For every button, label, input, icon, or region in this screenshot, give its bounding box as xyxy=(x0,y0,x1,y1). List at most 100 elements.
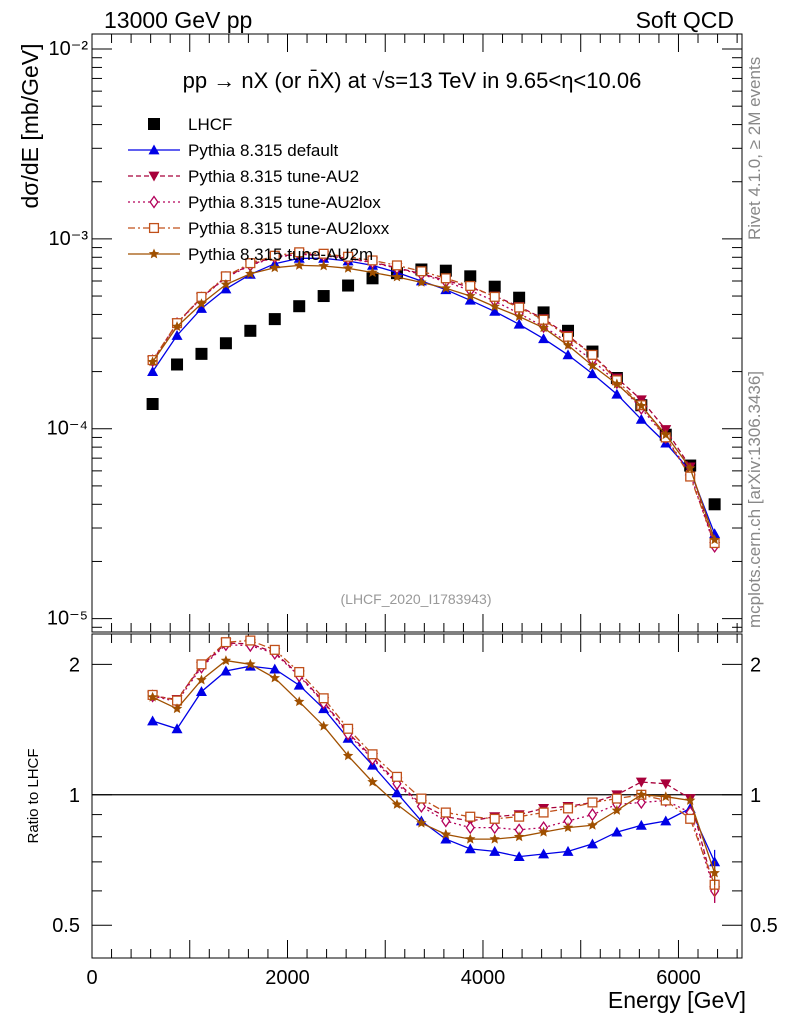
mc-point xyxy=(611,388,623,399)
ratio-series-0 xyxy=(147,660,721,874)
mc-point xyxy=(147,356,158,367)
mc-point xyxy=(147,366,159,376)
ratio-point xyxy=(465,811,476,822)
legend-entry-0: LHCF xyxy=(148,115,232,134)
lhcf-data-point xyxy=(195,347,208,360)
mc-point xyxy=(440,282,452,293)
ratio-point xyxy=(489,845,501,856)
ratio-point xyxy=(513,831,525,842)
lhcf-data-point xyxy=(293,300,306,313)
analysis-watermark: (LHCF_2020_I1783943) xyxy=(341,591,492,607)
ratio-series-4 xyxy=(147,655,720,885)
ratio-point xyxy=(635,819,647,830)
legend-label: Pythia 8.315 tune-AU2m xyxy=(188,245,373,264)
mc-point xyxy=(318,260,329,271)
mc-point xyxy=(367,267,378,277)
mc-point xyxy=(586,368,598,379)
mc-point xyxy=(562,349,574,360)
mc-point xyxy=(245,258,256,269)
ratio-point xyxy=(416,799,427,814)
ratio-point xyxy=(294,696,305,707)
mc-point xyxy=(489,291,500,302)
ratio-point xyxy=(391,798,403,809)
ratio-curve xyxy=(152,644,716,892)
ratio-point xyxy=(538,826,549,837)
ratio-point xyxy=(220,637,231,648)
main-y-tick-label: 10⁻³ xyxy=(49,228,89,250)
ratio-point xyxy=(587,819,598,830)
mc-point xyxy=(660,429,671,440)
ratio-point xyxy=(611,793,622,804)
legend-marker xyxy=(148,222,160,234)
mc-point xyxy=(464,294,476,305)
main-y-tick-label: 10⁻⁵ xyxy=(47,608,88,630)
mc-point xyxy=(611,378,623,389)
legend-label: Pythia 8.315 default xyxy=(188,141,339,160)
ratio-point xyxy=(440,833,452,844)
ratio-point xyxy=(196,674,207,685)
ratio-point xyxy=(587,797,598,808)
mc-point xyxy=(343,251,354,262)
mc-point xyxy=(196,298,207,309)
lhcf-data-point xyxy=(488,280,501,293)
ratio-point xyxy=(245,635,256,646)
mc-point xyxy=(513,318,525,329)
ratio-point xyxy=(660,791,671,802)
header-left: 13000 GeV pp xyxy=(104,7,252,33)
mc-point xyxy=(171,321,183,332)
ratio-point xyxy=(293,679,305,690)
header-right: Soft QCD xyxy=(636,7,734,33)
ratio-point xyxy=(489,813,500,824)
ratio-y-tick-label-left: 0.5 xyxy=(52,915,80,937)
ratio-point xyxy=(611,826,623,837)
ratio-point xyxy=(220,655,232,666)
ratio-point xyxy=(196,659,207,670)
ratio-point xyxy=(269,644,280,655)
ratio-point xyxy=(611,805,623,815)
main-series-2 xyxy=(147,249,721,552)
mc-point xyxy=(416,276,427,287)
ratio-point xyxy=(660,815,672,826)
lhcf-data-point xyxy=(366,272,379,285)
ratio-point xyxy=(562,803,574,814)
mc-point xyxy=(587,360,598,371)
legend-marker xyxy=(148,171,160,182)
lhcf-data-point xyxy=(244,324,257,337)
mc-point xyxy=(440,273,451,284)
ratio-point xyxy=(465,820,475,835)
ratio-point xyxy=(586,838,598,849)
ratio-point xyxy=(513,851,525,861)
ratio-point xyxy=(171,723,183,734)
main-series-1 xyxy=(147,252,721,539)
ratio-point xyxy=(245,658,256,669)
lhcf-data-point xyxy=(268,313,281,326)
mc-point xyxy=(269,250,280,261)
main-frame xyxy=(91,33,743,633)
x-axis-label: Energy [GeV] xyxy=(608,987,746,1013)
ratio-panel: 0.5 0.5 1 1 2 2 0 2000 4000 6000 xyxy=(52,633,778,989)
main-series-5 xyxy=(147,259,720,545)
ratio-curve xyxy=(152,639,716,885)
ratio-point xyxy=(440,807,451,818)
ratio-point xyxy=(195,686,207,697)
lhcf-data-point xyxy=(342,279,355,292)
x-tick-label: 2000 xyxy=(265,967,310,989)
legend: LHCF Pythia 8.315 default Pythia 8.315 tun… xyxy=(128,115,390,264)
main-series-3 xyxy=(147,247,720,554)
ratio-point xyxy=(464,843,476,854)
mc-point xyxy=(465,290,476,301)
ratio-y-tick-label-left: 2 xyxy=(69,654,80,676)
ratio-y-tick-label-right: 2 xyxy=(750,654,761,676)
legend-label: Pythia 8.315 tune-AU2lox xyxy=(188,193,381,212)
mcplots-reference-label: mcplots.cern.ch [arXiv:1306.3436] xyxy=(745,371,764,628)
mc-point xyxy=(685,471,696,482)
ratio-series-1 xyxy=(147,638,721,903)
ratio-point xyxy=(416,817,427,828)
ratio-point xyxy=(294,666,305,678)
ratio-point xyxy=(367,749,378,760)
mc-point xyxy=(514,302,525,313)
ratio-point xyxy=(685,795,696,805)
ratio-y-tick-label-right: 0.5 xyxy=(750,915,778,937)
rivet-version-label: Rivet 4.1.0, ≥ 2M events xyxy=(745,57,764,240)
